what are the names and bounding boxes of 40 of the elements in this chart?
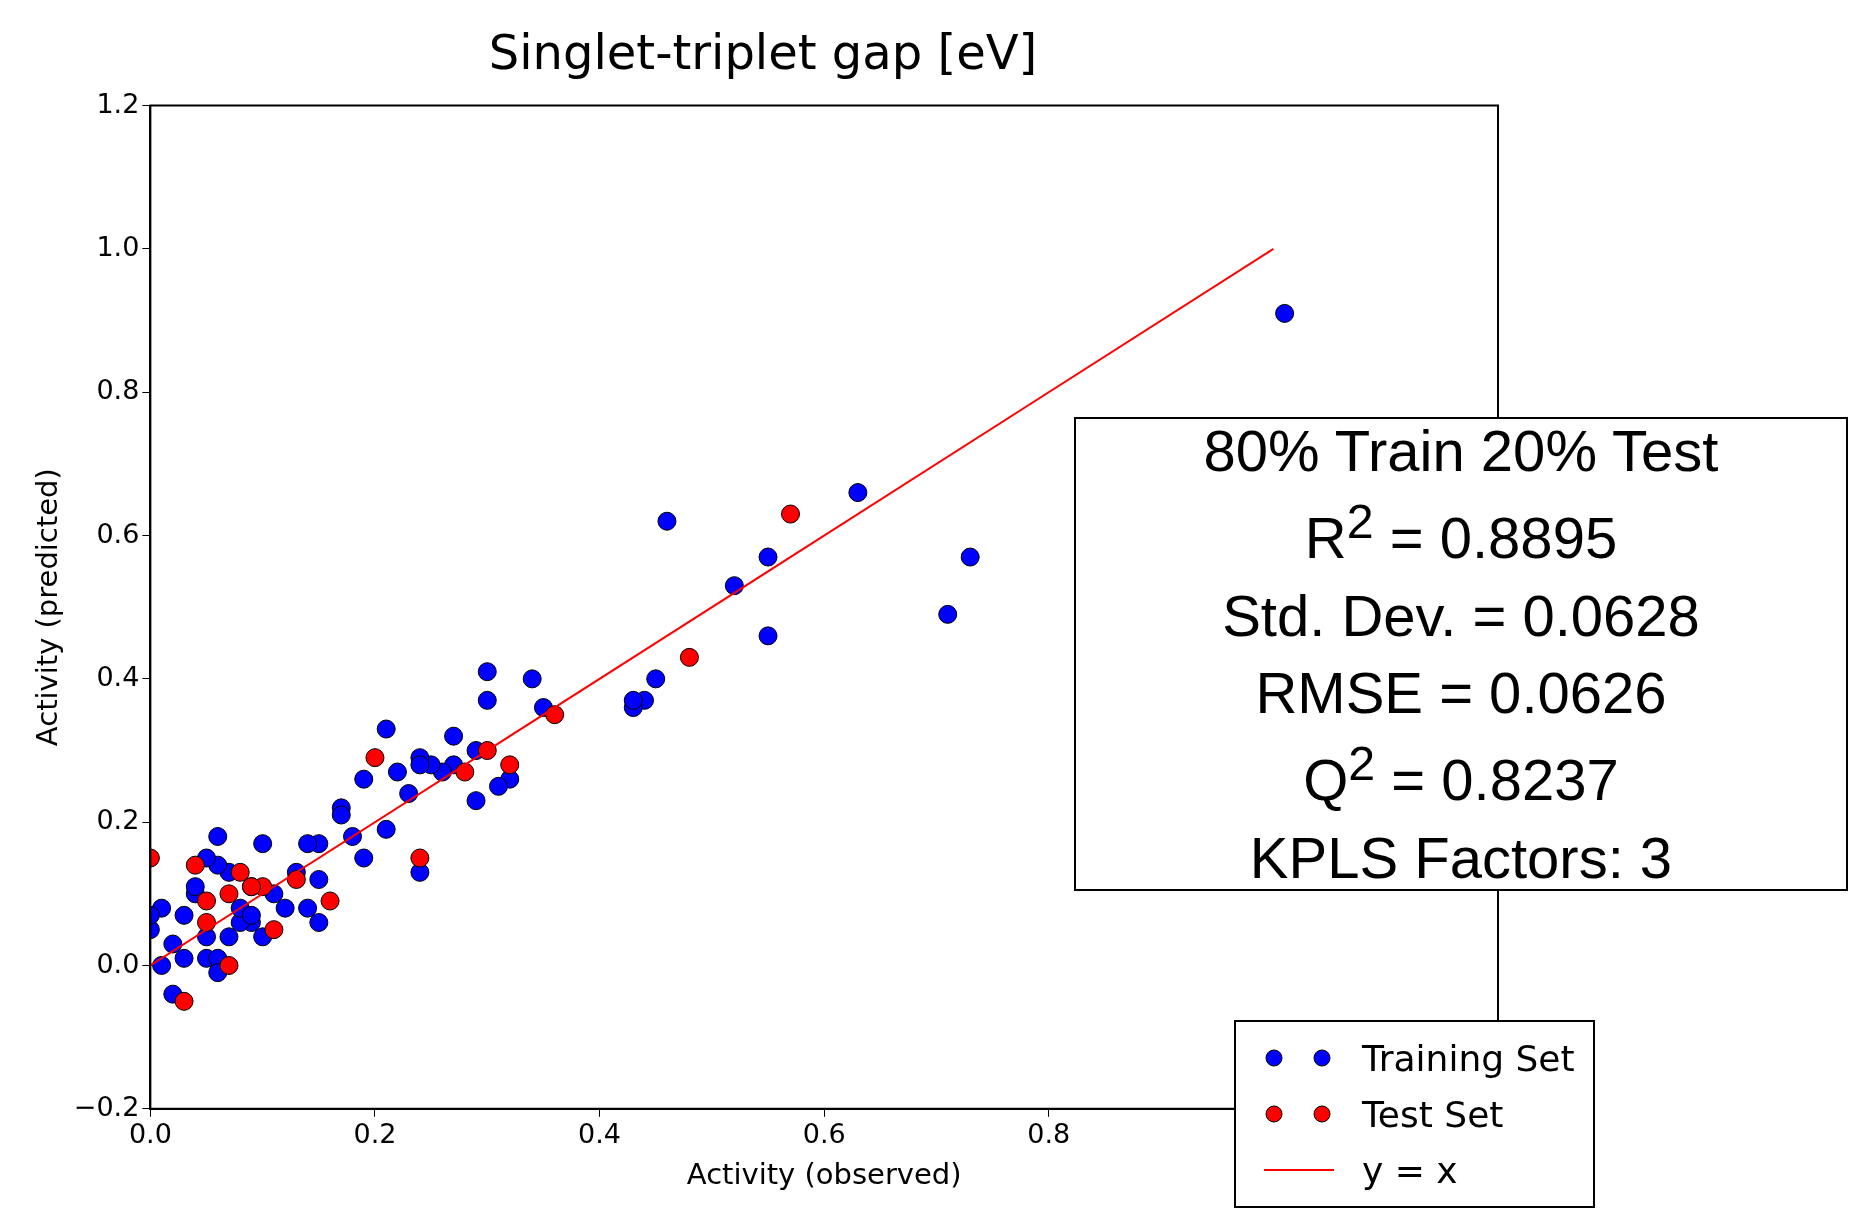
y-tick-label: 0.0 [96, 947, 140, 979]
legend-label: Test Set [1362, 1093, 1504, 1135]
point [365, 748, 385, 768]
x-tick-label: 0.4 [578, 1118, 622, 1150]
annotation: 80% Train 20% Test [1203, 417, 1719, 486]
point [410, 848, 430, 868]
point [455, 762, 475, 782]
annotation: R$^{2}$ = 0.8895 [1304, 493, 1618, 573]
point [679, 647, 699, 667]
point [320, 891, 340, 911]
point [197, 912, 217, 932]
point [174, 991, 194, 1011]
point [230, 862, 250, 882]
y-tick-label: 0.4 [96, 660, 140, 692]
annotation: Q$^{2}$ = 0.8237 [1303, 735, 1619, 815]
x-axis-title: Activity (observed) [686, 1157, 962, 1192]
x-tick-label: 0.8 [1027, 1118, 1071, 1150]
point [780, 504, 800, 524]
point [545, 705, 565, 725]
y-tick-label: 1.0 [96, 230, 140, 262]
legend-label: y = x [1362, 1149, 1458, 1191]
point [197, 891, 217, 911]
point [219, 955, 239, 975]
point [219, 884, 239, 904]
y-tick-label: 0.6 [96, 517, 140, 549]
x-tick-label: 0.2 [353, 1118, 397, 1150]
point [286, 870, 306, 889]
y-tick-label: 0.8 [96, 374, 140, 406]
legend-label: Training Set [1362, 1037, 1575, 1079]
annotation: RMSE = 0.0626 [1255, 659, 1667, 727]
x-tick-label: 0.6 [802, 1118, 846, 1150]
point [264, 920, 284, 940]
y-tick-label: 0.2 [96, 804, 140, 836]
chart-title: Singlet-triplet gap [eV] [488, 24, 1038, 81]
point [185, 855, 205, 875]
annotation: KPLS Factors: 3 [1249, 823, 1673, 892]
y-tick-label: 1.2 [96, 87, 140, 119]
point [500, 755, 520, 775]
annotation: Std. Dev. = 0.0628 [1222, 581, 1700, 650]
y-axis-title: Activity (predicted) [29, 468, 64, 747]
